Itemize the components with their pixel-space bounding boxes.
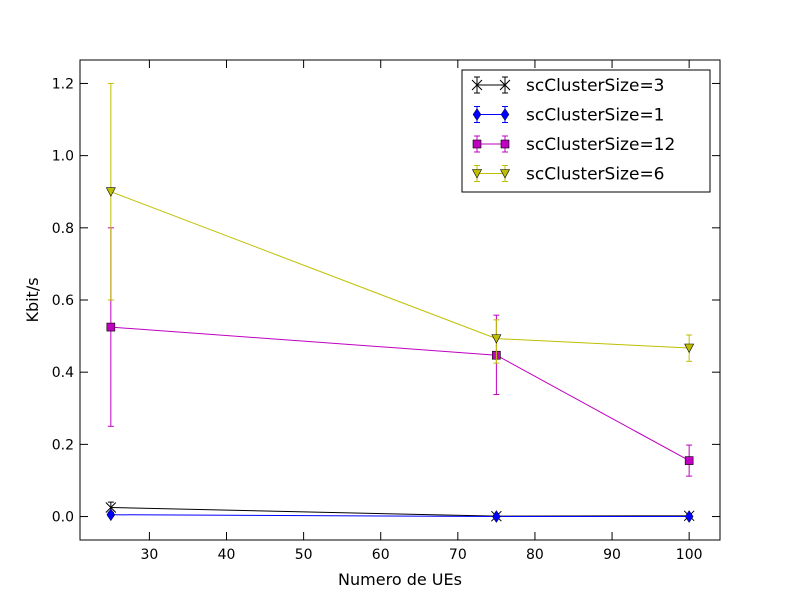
legend-marker bbox=[472, 108, 482, 121]
x-tick-label: 50 bbox=[295, 547, 313, 563]
x-tick-label: 90 bbox=[603, 547, 621, 563]
y-tick-label: 0.4 bbox=[52, 365, 74, 381]
data-point bbox=[492, 510, 501, 523]
legend-marker bbox=[500, 108, 510, 121]
legend-entry: scClusterSize=6 bbox=[472, 165, 665, 185]
data-point bbox=[106, 322, 116, 332]
series-line bbox=[110, 191, 690, 349]
plot-marks bbox=[105, 82, 695, 523]
legend: scClusterSize=3 scClusterSize=1 scClusterS… bbox=[461, 69, 711, 193]
series-triangle-down bbox=[105, 82, 695, 364]
legend-marker bbox=[472, 139, 482, 149]
y-tick-label: 0.0 bbox=[52, 510, 74, 526]
legend-marker bbox=[500, 169, 510, 179]
x-tick-label: 80 bbox=[526, 547, 544, 563]
series-square bbox=[106, 227, 694, 477]
legend-label: scClusterSize=12 bbox=[526, 135, 675, 155]
x-tick-label: 40 bbox=[218, 547, 236, 563]
data-point bbox=[491, 334, 502, 344]
legend-marker bbox=[471, 79, 483, 91]
data-point bbox=[106, 508, 116, 522]
legend-label: scClusterSize=6 bbox=[526, 165, 665, 185]
legend-marker bbox=[472, 169, 482, 179]
legend-label: scClusterSize=1 bbox=[526, 106, 665, 126]
y-tick-label: 1.0 bbox=[52, 149, 74, 165]
data-point bbox=[105, 502, 117, 513]
legend-label: scClusterSize=3 bbox=[526, 76, 665, 96]
data-point bbox=[684, 343, 695, 354]
data-point bbox=[105, 187, 116, 197]
legend-entry: scClusterSize=1 bbox=[472, 106, 665, 126]
legend-entry: scClusterSize=12 bbox=[472, 135, 675, 155]
x-tick-label: 30 bbox=[140, 547, 158, 563]
y-tick-label: 0.6 bbox=[52, 293, 74, 309]
y-tick-label: 0.8 bbox=[52, 221, 74, 237]
x-axis-label: Numero de UEs bbox=[338, 570, 462, 589]
series-x bbox=[105, 501, 695, 522]
axis-ticks: 30 40 50 60 70 80 90 100 0.0 0.2 0.4 0.6 0.8 1.0 1.2 bbox=[52, 60, 720, 563]
y-tick-label: 1.2 bbox=[52, 76, 74, 92]
data-point bbox=[684, 456, 694, 465]
legend-marker bbox=[499, 79, 511, 91]
legend-entry: scClusterSize=3 bbox=[471, 76, 665, 96]
y-tick-label: 0.2 bbox=[52, 437, 74, 453]
y-axis-label: Kbit/s bbox=[23, 277, 42, 322]
series-line bbox=[110, 326, 690, 462]
x-tick-label: 70 bbox=[449, 547, 467, 563]
data-point bbox=[684, 510, 694, 523]
legend-marker bbox=[500, 139, 510, 149]
x-tick-label: 60 bbox=[372, 547, 390, 563]
series-diamond bbox=[106, 508, 694, 523]
x-tick-label: 100 bbox=[676, 547, 703, 563]
